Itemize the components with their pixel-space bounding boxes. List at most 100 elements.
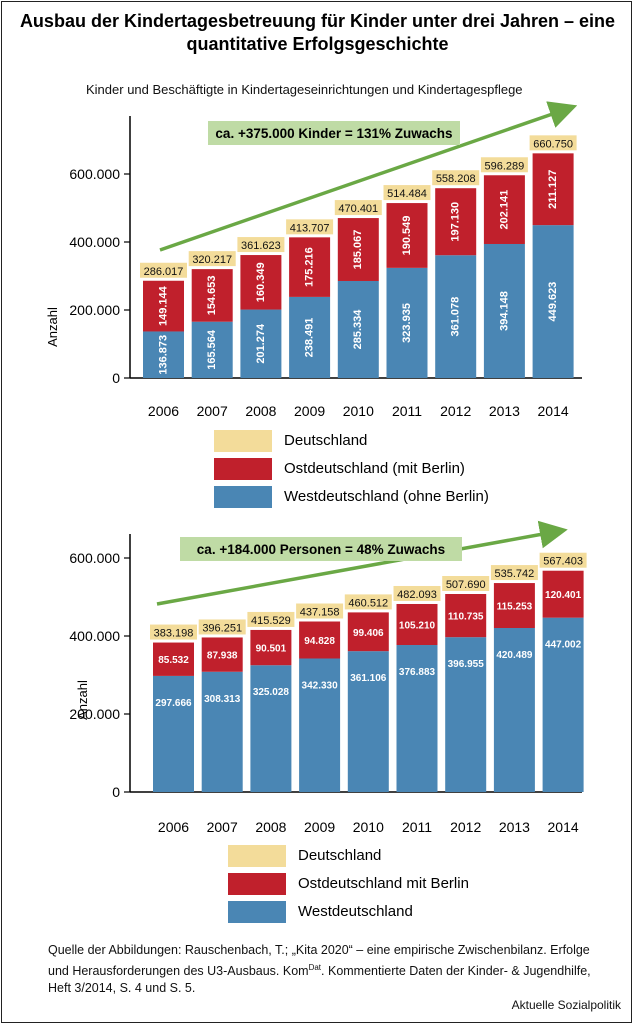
x-tick-label: 2013 xyxy=(499,819,530,835)
y-tick-label: 400.000 xyxy=(69,234,120,250)
x-tick-label: 2011 xyxy=(392,403,422,419)
bar-west xyxy=(143,331,184,378)
total-label: 413.707 xyxy=(290,222,330,234)
total-chip xyxy=(150,624,197,640)
bar-ost xyxy=(493,583,535,629)
bar-west xyxy=(483,243,525,378)
total-chip xyxy=(480,157,528,173)
value-label-ost: 154.653 xyxy=(206,276,218,316)
legend-swatch xyxy=(228,901,286,923)
value-label-ost: 160.349 xyxy=(255,262,267,302)
y-tick-label: 0 xyxy=(112,784,120,800)
source-note: Quelle der Abbildungen: Rauschenbach, T.… xyxy=(48,942,613,997)
total-chip xyxy=(529,135,577,151)
y-axis-label: Anzahl xyxy=(75,680,90,720)
total-chip xyxy=(296,603,344,619)
x-tick-label: 2008 xyxy=(255,819,286,835)
value-label-ost: 94.828 xyxy=(304,636,335,647)
x-tick-label: 2010 xyxy=(343,403,374,419)
legend-swatch xyxy=(228,873,286,895)
bar-west xyxy=(542,617,584,792)
bar-west xyxy=(337,280,379,378)
total-label: 558.208 xyxy=(436,173,476,185)
bar-ost xyxy=(532,153,574,226)
bar-ost xyxy=(347,612,389,652)
x-tick-label: 2007 xyxy=(197,403,228,419)
value-label-west: 361.078 xyxy=(450,297,462,337)
total-chip xyxy=(490,565,538,581)
total-label: 660.750 xyxy=(533,138,573,150)
value-label-west: 238.491 xyxy=(304,318,316,358)
total-label: 383.198 xyxy=(154,628,194,640)
x-tick-label: 2009 xyxy=(304,819,335,835)
bar-ost xyxy=(191,269,233,322)
legend-swatch xyxy=(214,430,272,452)
annotation-banner xyxy=(180,537,462,561)
bar-west xyxy=(153,675,194,792)
value-label-west: 323.935 xyxy=(401,303,413,343)
bar-west xyxy=(493,628,535,792)
value-label-west: 342.330 xyxy=(302,680,339,691)
bar-ost xyxy=(483,175,525,244)
legend-label: Westdeutschland (ohne Berlin) xyxy=(284,488,489,505)
bar-ost xyxy=(542,570,584,618)
bar-west xyxy=(191,321,233,378)
bar-ost xyxy=(337,218,379,281)
x-tick-label: 2011 xyxy=(402,819,432,835)
value-label-ost: 99.406 xyxy=(353,628,384,639)
total-chip xyxy=(539,552,587,568)
value-label-ost: 115.253 xyxy=(497,602,533,613)
legend-swatch xyxy=(214,458,272,480)
annotation-text: ca. +184.000 Personen = 48% Zuwachs xyxy=(197,542,445,557)
annotation-text: ca. +375.000 Kinder = 131% Zuwachs xyxy=(215,126,452,141)
total-label: 470.401 xyxy=(338,203,378,215)
total-chip xyxy=(198,619,246,635)
legend-label: Deutschland xyxy=(284,432,368,449)
value-label-west: 285.334 xyxy=(352,309,364,350)
total-label: 514.484 xyxy=(387,188,427,200)
trend-arrow xyxy=(159,101,578,252)
value-label-west: 136.873 xyxy=(157,335,169,375)
value-label-ost: 185.067 xyxy=(352,230,364,270)
chart-staff: 0 200.000 400.000 600.000 Anzahl 297.666 85.53… xyxy=(69,520,587,835)
value-label-ost: 120.401 xyxy=(545,590,582,601)
source-superscript: Dat xyxy=(308,963,322,972)
bar-west xyxy=(347,651,389,792)
value-label-ost: 190.549 xyxy=(401,216,413,256)
bar-ost xyxy=(289,237,331,297)
total-label: 361.623 xyxy=(241,240,281,252)
total-label: 286.017 xyxy=(144,266,184,278)
x-tick-label: 2009 xyxy=(294,403,325,419)
bar-ost xyxy=(396,603,438,646)
total-chip xyxy=(237,237,285,253)
legend-swatch xyxy=(228,845,286,867)
value-label-west: 297.666 xyxy=(155,698,192,709)
value-label-ost: 105.210 xyxy=(399,620,436,631)
total-chip xyxy=(432,170,480,186)
bar-ost xyxy=(435,188,477,256)
bar-west xyxy=(289,296,331,378)
bar-ost xyxy=(240,255,282,310)
total-chip xyxy=(140,262,187,278)
value-label-west: 394.148 xyxy=(498,291,510,331)
value-label-ost: 149.144 xyxy=(157,285,169,326)
x-tick-label: 2014 xyxy=(548,819,579,835)
x-tick-label: 2006 xyxy=(158,819,189,835)
bar-ost xyxy=(386,203,428,268)
legend-label: Ostdeutschland mit Berlin xyxy=(298,875,469,892)
page-title: Ausbau der Kindertagesbetreuung für Kind… xyxy=(19,11,616,54)
page-subtitle: Kinder und Beschäftigte in Kindertagesei… xyxy=(86,82,523,97)
bar-ost xyxy=(250,629,292,666)
legend-label: Westdeutschland xyxy=(298,903,413,920)
y-tick-label: 200.000 xyxy=(69,706,120,722)
total-label: 482.093 xyxy=(397,589,437,601)
credit: Aktuelle Sozialpolitik xyxy=(511,998,621,1012)
source-text-2: . Kommentierte Daten der Kinder- & Jugen… xyxy=(48,964,591,996)
bar-west xyxy=(299,658,341,792)
value-label-ost: 197.130 xyxy=(450,202,462,242)
value-label-west: 376.883 xyxy=(399,667,436,678)
total-label: 320.217 xyxy=(192,254,232,266)
y-tick-label: 600.000 xyxy=(69,550,120,566)
bar-ost xyxy=(153,642,194,676)
bar-west xyxy=(445,637,487,792)
